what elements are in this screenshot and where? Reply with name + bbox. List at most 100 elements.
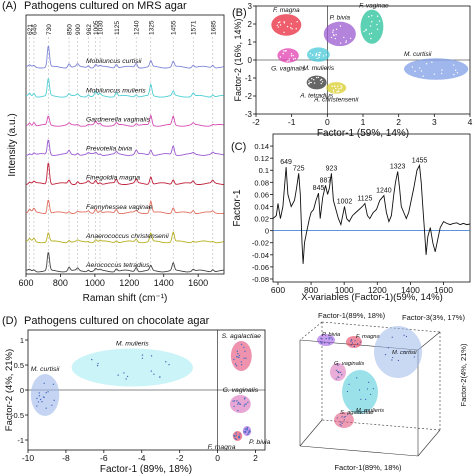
- panel-b: (B) F. magna P. bivia F. vaginae G. vaginal…: [232, 2, 473, 139]
- group-label: M. curtisii: [392, 350, 417, 356]
- group-point: [371, 15, 373, 17]
- group-point: [335, 87, 337, 90]
- group-point: [335, 378, 337, 380]
- group-label: P. bivia: [322, 332, 341, 338]
- peak-label: 1455: [171, 20, 178, 35]
- panel-e-zlabel: Factor-3(3%, 17%): [402, 313, 465, 322]
- group-point: [233, 400, 236, 402]
- group-point: [235, 356, 238, 358]
- peak-label: 887: [320, 177, 332, 184]
- group-point: [288, 58, 290, 60]
- panel-e-xlabel-bottom: Factor-1(89%, 18%): [334, 463, 402, 472]
- group-point: [283, 50, 285, 52]
- group-point: [238, 436, 241, 439]
- group-point: [397, 359, 399, 362]
- group-point: [310, 81, 313, 84]
- group-point: [332, 29, 335, 31]
- group-point: [317, 76, 320, 79]
- group-point: [391, 359, 393, 361]
- group-point: [411, 66, 414, 68]
- group-point: [234, 436, 236, 438]
- group-point: [344, 415, 346, 418]
- box-edge: [299, 321, 323, 341]
- group-point: [91, 358, 93, 361]
- group-ellipse: [323, 21, 356, 47]
- loading-line: [272, 163, 471, 264]
- group-point: [309, 81, 311, 84]
- panel-c-label: (C): [231, 141, 246, 153]
- group-point: [38, 395, 41, 397]
- box-edge: [417, 331, 441, 351]
- panel-c-frame: [272, 133, 471, 283]
- panel-d-title: Pathogens cultured on chocolate agar: [24, 315, 210, 327]
- group-point: [328, 338, 330, 340]
- group-point: [315, 54, 317, 57]
- group-point: [370, 393, 372, 396]
- group-point: [239, 433, 241, 435]
- group-point: [283, 21, 285, 23]
- panel-a-title: Pathogens cultured on MRS agar: [24, 0, 187, 12]
- panel-d-plot: M. curtisii M. mulieris S. agalactiae G. va…: [11, 330, 271, 463]
- group-ellipse: [342, 370, 378, 414]
- group-label: P. bivia: [330, 15, 351, 22]
- group-point: [337, 364, 339, 366]
- group-point: [286, 25, 289, 28]
- panel-c-xlabel: X-variables (Factor-1)(59%, 14%): [301, 292, 443, 303]
- group-ellipse: [346, 336, 362, 348]
- group-point: [331, 85, 333, 87]
- group-point: [233, 434, 235, 437]
- group-point: [53, 399, 55, 402]
- y-tick-label: -0.04: [252, 251, 269, 260]
- group-point: [286, 60, 288, 62]
- group-point: [243, 431, 246, 433]
- group-point: [240, 343, 243, 346]
- group-point: [334, 37, 336, 40]
- group-point: [279, 21, 281, 23]
- group-point: [332, 89, 335, 92]
- y-tick-label: 0.1: [259, 166, 269, 175]
- group-point: [339, 25, 342, 27]
- group-point: [319, 79, 322, 81]
- panel-a-label: (A): [2, 0, 17, 12]
- group-point: [456, 72, 459, 74]
- group-ellipse: [326, 82, 347, 94]
- y-tick-label: 0.02: [254, 215, 269, 224]
- group-point: [168, 363, 170, 366]
- group-point: [117, 374, 119, 376]
- group-ellipse: [30, 374, 60, 416]
- group-point: [319, 341, 322, 343]
- group-point: [387, 347, 389, 349]
- group-point: [123, 372, 125, 374]
- y-tick-label: 1: [248, 38, 253, 47]
- group-point: [341, 86, 343, 88]
- group-point: [365, 28, 367, 31]
- group-point: [243, 398, 246, 400]
- group-point: [248, 431, 250, 434]
- group-point: [372, 388, 374, 390]
- group-point: [325, 338, 327, 340]
- x-tick-label: -8: [62, 453, 70, 463]
- group-point: [245, 428, 248, 430]
- group-point: [422, 75, 424, 77]
- y-tick-label: 0: [248, 56, 253, 65]
- group-point: [353, 345, 355, 347]
- spectrum-line: [26, 78, 224, 98]
- spectrum-line: [25, 139, 224, 156]
- group-point: [322, 55, 325, 57]
- y-tick-label: 0.06: [254, 190, 269, 199]
- group-point: [341, 416, 343, 418]
- group-point: [339, 42, 342, 44]
- group-point: [454, 69, 457, 71]
- group-point: [321, 81, 324, 83]
- panel-a-frame: [25, 14, 225, 275]
- group-point: [368, 381, 370, 383]
- group-point: [336, 91, 338, 93]
- group-point: [403, 351, 406, 353]
- x-tick-label: -2: [252, 117, 260, 127]
- y-tick-label: -1: [17, 436, 24, 445]
- group-point: [244, 403, 246, 406]
- x-tick-label: -4: [138, 453, 146, 463]
- y-tick-label: -0.06: [252, 263, 269, 272]
- group-point: [237, 403, 239, 405]
- group-point: [338, 371, 340, 373]
